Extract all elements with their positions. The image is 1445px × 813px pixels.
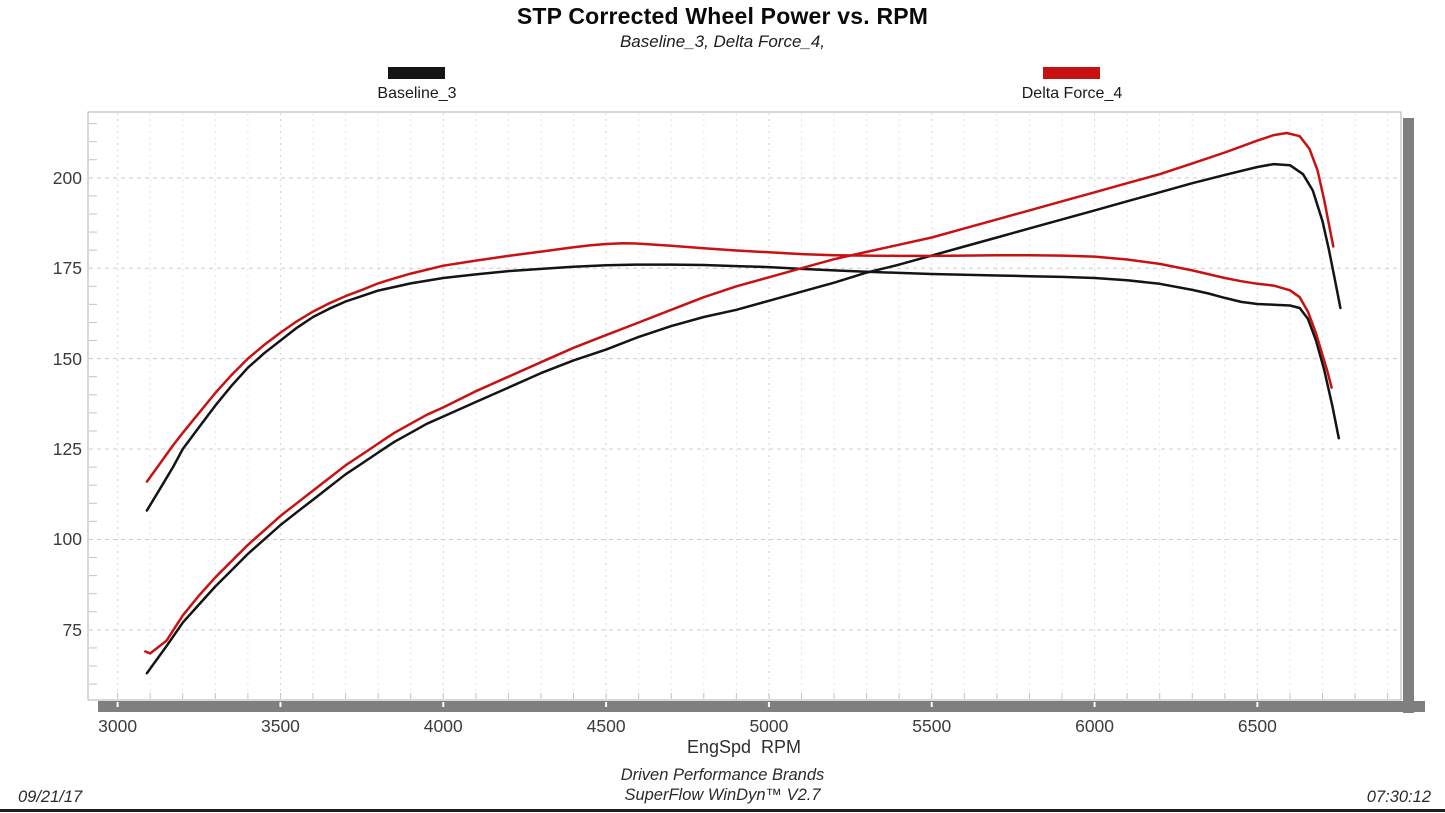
x-tick-label: 4000 bbox=[423, 716, 463, 736]
x-major-tick-mark bbox=[442, 702, 445, 707]
x-major-tick-mark bbox=[116, 702, 119, 707]
report-time: 07:30:12 bbox=[1366, 788, 1431, 806]
x-major-tick-mark bbox=[605, 702, 608, 707]
y-tick-label: 150 bbox=[52, 348, 82, 369]
legend-swatch-baseline bbox=[388, 67, 445, 79]
x-major-tick-mark bbox=[767, 702, 770, 707]
series-delta-force-4-power-curve- bbox=[144, 131, 1335, 655]
y-tick-label: 175 bbox=[52, 258, 82, 279]
chart-title: STP Corrected Wheel Power vs. RPM bbox=[516, 3, 929, 29]
x-major-tick-mark bbox=[1093, 702, 1096, 707]
chart-subtitle: Baseline_3, Delta Force_4, bbox=[619, 32, 826, 51]
y-tick-label: 125 bbox=[52, 439, 82, 460]
footer-brand-line: Driven Performance Brands bbox=[620, 766, 825, 784]
y-tick-label: 100 bbox=[52, 529, 82, 550]
series-delta-force-4-torque-curve- bbox=[145, 242, 1333, 483]
legend-label-delta-force: Delta Force_4 bbox=[1021, 85, 1123, 102]
plot-frame bbox=[87, 111, 1402, 701]
plot-shadow-right bbox=[1403, 118, 1414, 713]
report-date: 09/21/17 bbox=[18, 788, 83, 806]
x-tick-label: 3500 bbox=[260, 716, 300, 736]
bottom-divider bbox=[0, 809, 1445, 812]
series-baseline-3-torque-curve- bbox=[145, 263, 1341, 512]
x-tick-label: 5500 bbox=[912, 716, 952, 736]
x-major-tick-mark bbox=[1256, 702, 1259, 707]
legend-swatch-delta-force bbox=[1043, 67, 1100, 79]
x-tick-label: 4500 bbox=[586, 716, 626, 736]
y-tick-label: 200 bbox=[52, 167, 82, 188]
x-major-tick-mark bbox=[930, 702, 933, 707]
x-tick-label: 5000 bbox=[749, 716, 789, 736]
y-tick-label: 75 bbox=[62, 619, 82, 640]
x-tick-label: 3000 bbox=[98, 716, 138, 736]
x-tick-label: 6000 bbox=[1075, 716, 1115, 736]
series-baseline-3-power-curve- bbox=[145, 162, 1342, 675]
footer-software-line: SuperFlow WinDyn™ V2.7 bbox=[624, 786, 821, 804]
plot-shadow-bottom bbox=[98, 701, 1425, 712]
x-axis-title: EngSpd RPM bbox=[686, 737, 802, 757]
x-major-tick-mark bbox=[279, 702, 282, 707]
x-tick-label: 6500 bbox=[1237, 716, 1277, 736]
legend-label-baseline: Baseline_3 bbox=[377, 85, 457, 102]
